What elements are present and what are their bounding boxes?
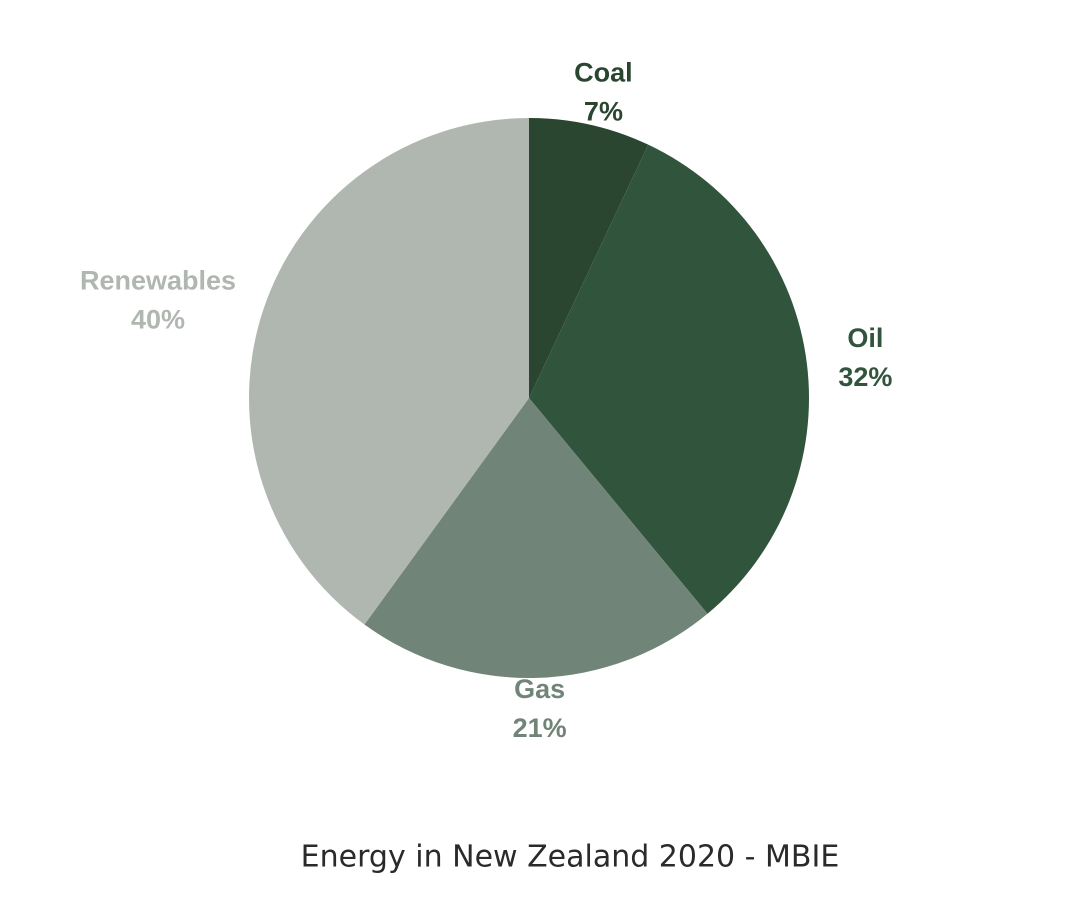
value-label: 40% — [131, 305, 185, 335]
pie-slice — [529, 118, 649, 398]
pie-slice — [529, 144, 809, 614]
pie-slice — [364, 398, 708, 678]
value-label: 32% — [838, 362, 892, 392]
slice-label: Gas — [514, 674, 565, 704]
slice-label: Coal — [574, 58, 633, 88]
slice-label: Renewables — [80, 266, 236, 296]
chart-title: Energy in New Zealand 2020 - MBIE — [301, 840, 840, 875]
value-label: 21% — [513, 713, 567, 743]
slice-label: Oil — [847, 323, 883, 353]
pie-slice — [248, 118, 529, 625]
value-label: 7% — [584, 97, 623, 127]
